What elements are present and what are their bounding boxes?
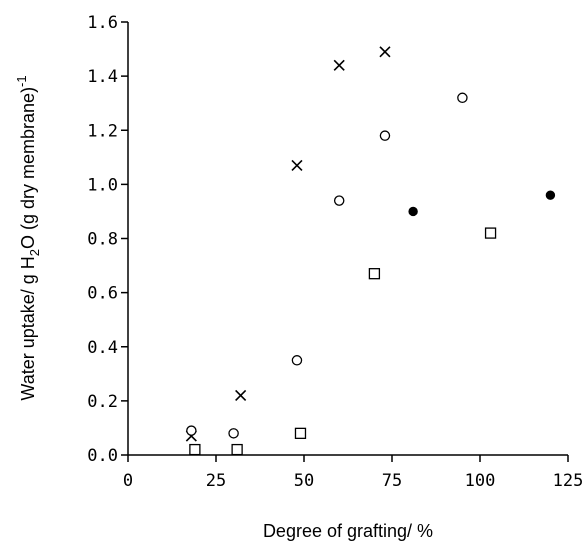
y-tick-label: 0.2 [87,392,118,412]
data-points [185,46,556,456]
axes [127,22,568,456]
ticks: 0 25 50 75 100 125 0.0 0.2 0.4 0.6 0.8 1.0 1.2 1.4 1.6 [87,13,583,491]
y-tick-label: 0.0 [87,446,118,466]
y-axis-title-suffix: O (g dry membrane) [18,87,38,249]
y-axis-title-superscript: -1 [14,75,29,87]
y-tick-label: 1.4 [87,67,118,87]
open-circle-marker [333,195,345,206]
y-axis-title: Water uptake/ g H2O (g dry membrane)-1 [14,75,42,400]
x-axis-title: Degree of grafting/ % [263,521,433,541]
open-square-marker [484,227,497,239]
open-square-marker [189,443,201,456]
y-tick-label: 0.4 [87,338,118,358]
x-tick-label: 0 [123,471,133,491]
open-circle-marker [291,355,303,366]
y-tick-label: 0.6 [87,284,118,304]
x-tick-label: 50 [294,471,314,491]
y-tick-label: 1.6 [87,13,118,33]
open-square-marker [231,443,243,456]
open-circle-marker [457,92,468,104]
x-tick-label: 25 [206,471,226,491]
filled-circle-marker [408,206,418,217]
x-tick-label: 125 [553,471,584,491]
cross-marker [379,46,391,58]
y-tick-label: 0.8 [87,230,118,250]
cross-marker [235,389,247,402]
cross-marker [333,59,345,71]
x-tick-label: 75 [382,471,402,491]
open-square-marker [294,427,307,440]
open-circle-marker [379,130,391,141]
cross-marker [291,159,303,171]
filled-circle-marker [545,190,556,200]
y-tick-label: 1.0 [87,175,118,195]
x-tick-label: 100 [465,471,496,491]
open-circle-marker [228,428,239,439]
open-square-marker [368,268,381,280]
y-tick-label: 1.2 [87,121,118,141]
y-axis-title-subscript: 2 [27,249,42,256]
open-circle-marker [186,425,197,436]
y-axis-title-prefix: Water uptake/ g H [18,256,38,400]
